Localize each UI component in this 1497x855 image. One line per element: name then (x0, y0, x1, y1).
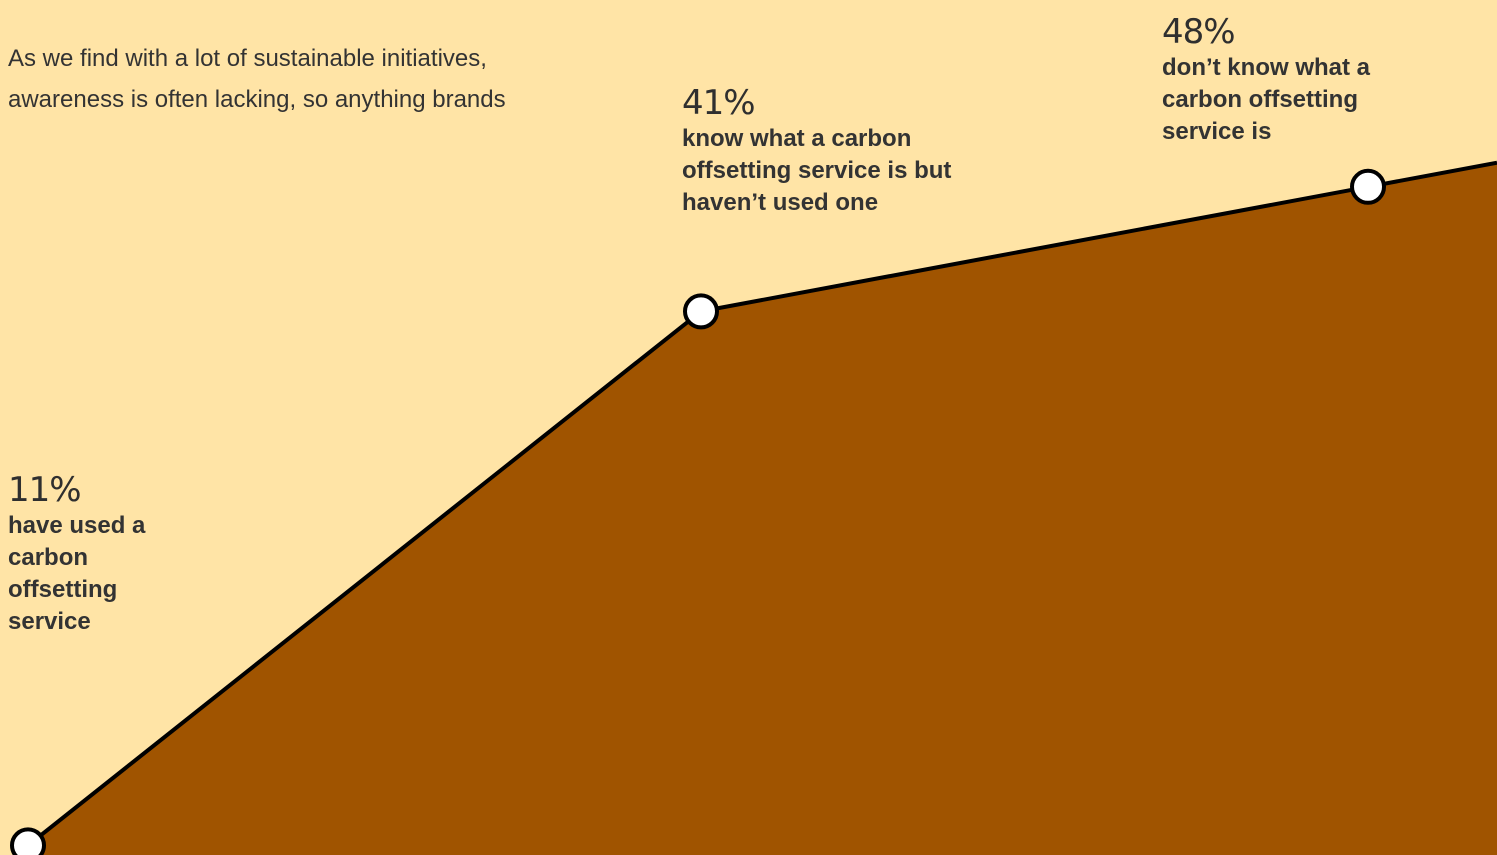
data-point-marker-0 (10, 827, 46, 855)
data-label-value: 48% (1162, 12, 1236, 52)
intro-text: As we find with a lot of sustainable ini… (8, 45, 506, 113)
data-label-value: 11% (8, 470, 82, 510)
area-fill (0, 162, 1497, 855)
data-label-description: have used a carbon offsetting service (8, 512, 146, 635)
stat-label-dont-know: 48% don’t know what a carbon offsetting … (1162, 12, 1422, 148)
data-markers (10, 168, 1386, 855)
data-label-description: don’t know what a carbon offsetting serv… (1162, 54, 1370, 145)
data-label-value: 41% (682, 83, 756, 123)
data-point-marker-1 (683, 293, 719, 330)
stat-label-have-used: 11% have used a carbon offsetting servic… (8, 470, 168, 638)
data-point-marker-2 (1350, 168, 1386, 205)
data-label-description: know what a carbon offsetting service is… (682, 125, 952, 216)
stat-label-know-not-used: 41% know what a carbon offsetting servic… (682, 83, 962, 219)
